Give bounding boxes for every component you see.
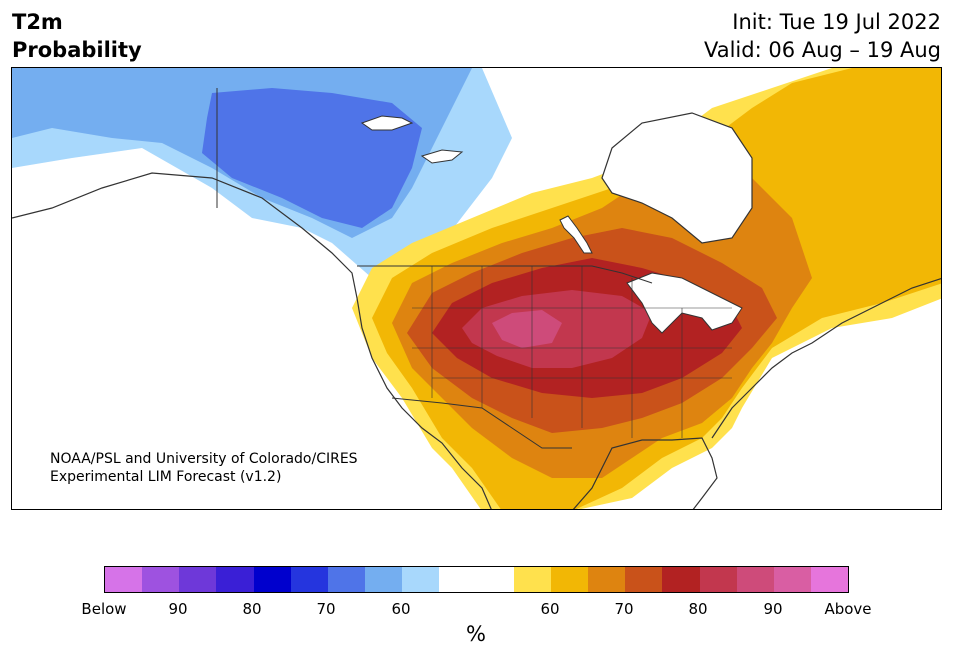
colorbar-segment xyxy=(699,567,737,592)
colorbar-tick-label: 90 xyxy=(763,600,783,618)
colorbar-segment xyxy=(216,567,254,592)
variable-label: T2m xyxy=(12,10,63,34)
colorbar-segment xyxy=(550,567,589,592)
coastline-gulf xyxy=(572,437,718,509)
colorbar-segment xyxy=(625,567,663,592)
product-label: Probability xyxy=(12,38,142,62)
colorbar-tick-label: 60 xyxy=(540,600,560,618)
colorbar-segment xyxy=(588,567,626,592)
warm-region-90 xyxy=(492,310,562,348)
cold-region-80 xyxy=(202,88,422,228)
probability-map xyxy=(12,68,941,509)
colorbar-segment xyxy=(513,567,551,592)
colorbar-tick-label: 70 xyxy=(614,600,634,618)
colorbar-segment xyxy=(773,567,811,592)
credit-text: NOAA/PSL and University of Colorado/CIRE… xyxy=(50,450,358,486)
colorbar-segment xyxy=(290,567,328,592)
colorbar-tick-label: 60 xyxy=(391,600,411,618)
colorbar xyxy=(104,566,849,593)
colorbar-segment xyxy=(736,567,774,592)
map-title: T2m Probability xyxy=(12,8,142,64)
colorbar-segment xyxy=(365,567,403,592)
great-slave-lake xyxy=(420,149,464,164)
colorbar-tick-label: Above xyxy=(824,600,872,618)
great-bear-lake xyxy=(360,115,414,131)
colorbar-unit: % xyxy=(466,622,486,646)
colorbar-segment xyxy=(142,567,180,592)
init-date: Init: Tue 19 Jul 2022 xyxy=(732,10,941,34)
state-lines xyxy=(412,266,732,438)
forecast-dates: Init: Tue 19 Jul 2022 Valid: 06 Aug – 19… xyxy=(704,8,941,64)
hudson-bay xyxy=(601,112,753,244)
us-canada-border xyxy=(357,265,653,284)
valid-range: Valid: 06 Aug – 19 Aug xyxy=(703,38,941,62)
coastline-east xyxy=(711,278,941,439)
credit-line-1: NOAA/PSL and University of Colorado/CIRE… xyxy=(50,451,358,467)
lake-winnipeg xyxy=(559,215,593,254)
colorbar-segment xyxy=(662,567,700,592)
colorbar-tick-label: 80 xyxy=(688,600,708,618)
us-mexico-border xyxy=(391,397,572,449)
colorbar-segment xyxy=(402,567,440,592)
colorbar-segment xyxy=(439,567,477,592)
colorbar-tick-label: 70 xyxy=(316,600,336,618)
colorbar-segment xyxy=(253,567,291,592)
credit-line-2: Experimental LIM Forecast (v1.2) xyxy=(50,469,282,485)
colorbar-segment xyxy=(476,567,514,592)
coastline-west xyxy=(12,172,492,509)
colorbar-tick-label: Below xyxy=(81,600,127,618)
colorbar-tick-label: 80 xyxy=(242,600,262,618)
map-panel: NOAA/PSL and University of Colorado/CIRE… xyxy=(11,67,942,510)
colorbar-segment xyxy=(327,567,366,592)
great-lakes xyxy=(626,272,743,334)
colorbar-segment xyxy=(179,567,217,592)
colorbar-tick-label: 90 xyxy=(168,600,188,618)
colorbar-segment xyxy=(810,567,849,592)
colorbar-segment xyxy=(105,567,143,592)
